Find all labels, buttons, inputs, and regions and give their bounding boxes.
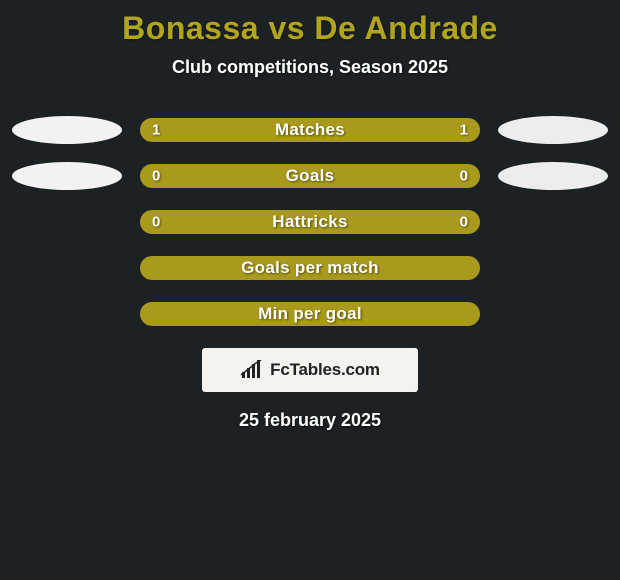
stat-left-value: 1: [152, 122, 160, 139]
stat-right-value: 1: [460, 122, 468, 139]
page-root: Bonassa vs De Andrade Club competitions,…: [0, 0, 620, 580]
stat-bar: 0 Goals 0: [140, 164, 480, 188]
subtitle: Club competitions, Season 2025: [0, 57, 620, 78]
stat-right-value: 0: [460, 168, 468, 185]
page-title: Bonassa vs De Andrade: [0, 10, 620, 47]
footer-date: 25 february 2025: [0, 410, 620, 431]
barchart-icon: [240, 360, 266, 380]
player-left-name: Bonassa: [122, 10, 259, 46]
stat-label: Goals per match: [241, 258, 379, 278]
stat-label: Goals: [286, 166, 335, 186]
player-left-oval: [12, 162, 122, 190]
stat-left-value: 0: [152, 214, 160, 231]
stat-row: Min per goal: [0, 302, 620, 326]
stat-row: 0 Hattricks 0: [0, 210, 620, 234]
logo-box: FcTables.com: [202, 348, 418, 392]
stats-container: 1 Matches 1 0 Goals 0 0 Hattricks 0 Goals per mat…: [0, 118, 620, 326]
vs-separator: vs: [268, 10, 305, 46]
stat-bar: 0 Hattricks 0: [140, 210, 480, 234]
stat-right-value: 0: [460, 214, 468, 231]
stat-row: 1 Matches 1: [0, 118, 620, 142]
stat-row: 0 Goals 0: [0, 164, 620, 188]
stat-label: Hattricks: [272, 212, 347, 232]
player-left-oval: [12, 116, 122, 144]
stat-label: Matches: [275, 120, 345, 140]
logo-text: FcTables.com: [270, 360, 380, 380]
player-right-oval: [498, 116, 608, 144]
stat-left-value: 0: [152, 168, 160, 185]
player-right-oval: [498, 162, 608, 190]
stat-bar: Min per goal: [140, 302, 480, 326]
stat-label: Min per goal: [258, 304, 362, 324]
player-right-name: De Andrade: [314, 10, 497, 46]
stat-bar: 1 Matches 1: [140, 118, 480, 142]
stat-bar: Goals per match: [140, 256, 480, 280]
stat-row: Goals per match: [0, 256, 620, 280]
